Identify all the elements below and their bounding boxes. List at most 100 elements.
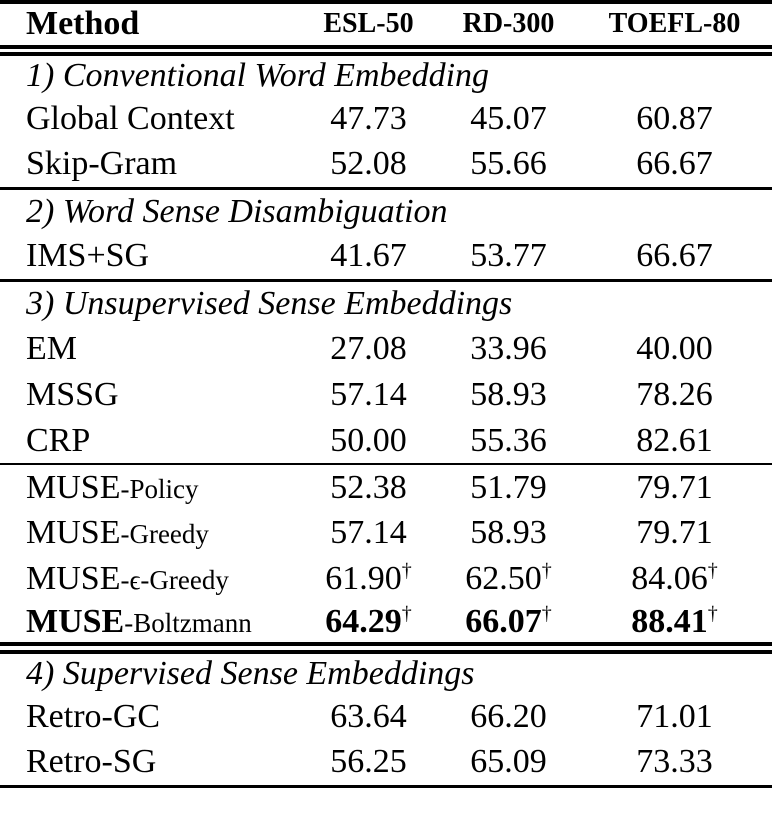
score-cell-esl-50: 41.67 [297,234,440,280]
score-cell-toefl-80: 84.06† [577,556,772,602]
column-header-toefl-80: TOEFL-80 [577,2,772,56]
method-cell: EM [0,326,297,372]
dagger-superscript: † [707,559,718,582]
score-value: 66.67 [636,237,713,275]
table-row-global-context: Global Context 47.73 45.07 60.87 [0,96,772,142]
score-value: 79.71 [636,514,713,551]
column-header-esl-50: ESL-50 [297,2,440,56]
score-value: 52.38 [330,468,407,506]
score-cell-esl-50: 64.29† [297,602,440,648]
score-cell-esl-50: 52.38 [297,463,440,510]
score-cell-rd-300: 58.93 [440,372,577,418]
method-cell: Skip-Gram [0,142,297,188]
score-cell-esl-50: 56.25 [297,740,440,788]
method-label: Global Context [26,100,235,137]
score-value: 60.87 [636,100,713,137]
table-row-retro-sg: Retro-SG 56.25 65.09 73.33 [0,740,772,788]
score-cell-toefl-80: 78.26 [577,372,772,418]
table-row-muse-eps-greedy: MUSE-ϵ-Greedy 61.90† 62.50† 84.06† [0,556,772,602]
score-value: 45.07 [470,100,547,137]
section-heading-conventional: 1) Conventional Word Embedding [0,50,772,96]
header-row: Method ESL-50 RD-300 TOEFL-80 [0,2,772,56]
method-suffix: -ϵ-Greedy [120,565,229,595]
score-cell-rd-300: 65.09 [440,740,577,788]
score-value: 63.64 [330,698,407,735]
column-header-rd-300: RD-300 [440,2,577,56]
results-table: Method ESL-50 RD-300 TOEFL-80 1) Convent… [0,0,772,788]
dagger-superscript: † [401,559,412,582]
score-value: 58.93 [470,514,547,551]
method-cell: IMS+SG [0,234,297,280]
method-label: Retro-SG [26,743,157,781]
section-heading-label: 3) Unsupervised Sense Embeddings [0,278,772,326]
section-heading-supervised: 4) Supervised Sense Embeddings [0,642,772,694]
method-label: MUSE [26,514,121,551]
score-value: 57.14 [330,514,407,551]
paper-table-figure: Method ESL-50 RD-300 TOEFL-80 1) Convent… [0,0,772,788]
score-value: 88.41 [631,603,708,640]
table-row-skip-gram: Skip-Gram 52.08 55.66 66.67 [0,142,772,188]
score-value: 40.00 [636,330,713,367]
method-cell: Global Context [0,96,297,142]
score-cell-toefl-80: 60.87 [577,96,772,142]
table-row-mssg: MSSG 57.14 58.93 78.26 [0,372,772,418]
score-cell-toefl-80: 40.00 [577,326,772,372]
table-row-muse-policy: MUSE-Policy 52.38 51.79 79.71 [0,463,772,510]
score-value: 64.29 [325,603,402,640]
score-cell-esl-50: 63.64 [297,694,440,740]
table-row-ims-sg: IMS+SG 41.67 53.77 66.67 [0,234,772,280]
method-label: IMS+SG [26,237,150,275]
score-value: 41.67 [330,237,407,275]
score-value: 66.20 [470,698,547,735]
score-value: 78.26 [636,376,713,413]
score-value: 33.96 [470,330,547,367]
score-cell-toefl-80: 66.67 [577,142,772,188]
method-label: EM [26,330,77,367]
score-value: 61.90 [325,560,402,597]
method-label: CRP [26,421,91,459]
method-suffix: -Greedy [120,519,209,549]
table-body: 1) Conventional Word Embedding Global Co… [0,50,772,788]
score-cell-toefl-80: 82.61 [577,418,772,464]
score-cell-rd-300: 53.77 [440,234,577,280]
score-value: 52.08 [330,145,407,183]
method-label: MUSE [26,560,121,597]
method-cell: MSSG [0,372,297,418]
score-cell-esl-50: 50.00 [297,418,440,464]
score-cell-rd-300: 55.36 [440,418,577,464]
score-cell-toefl-80: 88.41† [577,602,772,648]
score-value: 56.25 [330,743,407,781]
table-row-em: EM 27.08 33.96 40.00 [0,326,772,372]
score-value: 51.79 [470,468,547,506]
method-suffix: -Boltzmann [124,608,252,638]
score-value: 71.01 [636,698,713,735]
score-value: 53.77 [470,237,547,275]
score-cell-rd-300: 66.07† [440,602,577,648]
score-cell-rd-300: 66.20 [440,694,577,740]
score-value: 55.36 [470,421,547,459]
score-cell-esl-50: 47.73 [297,96,440,142]
score-cell-esl-50: 61.90† [297,556,440,602]
score-value: 27.08 [330,330,407,367]
method-cell: MUSE-Greedy [0,510,297,556]
score-value: 58.93 [470,376,547,413]
method-label: MSSG [26,376,119,413]
method-cell: MUSE-Policy [0,463,297,510]
score-cell-rd-300: 62.50† [440,556,577,602]
table-header: Method ESL-50 RD-300 TOEFL-80 [0,2,772,56]
score-value: 73.33 [636,743,713,781]
score-value: 62.50 [465,560,542,597]
method-cell: MUSE-ϵ-Greedy [0,556,297,602]
score-cell-toefl-80: 66.67 [577,234,772,280]
table-row-crp: CRP 50.00 55.36 82.61 [0,418,772,464]
method-label: Retro-GC [26,698,161,735]
method-suffix: -Policy [120,473,199,504]
dagger-superscript: † [541,602,552,625]
score-value: 47.73 [330,100,407,137]
dagger-superscript: † [541,559,552,582]
score-cell-esl-50: 27.08 [297,326,440,372]
method-label: Skip-Gram [26,145,178,183]
score-cell-toefl-80: 79.71 [577,463,772,510]
score-value: 65.09 [470,743,547,781]
score-cell-rd-300: 55.66 [440,142,577,188]
